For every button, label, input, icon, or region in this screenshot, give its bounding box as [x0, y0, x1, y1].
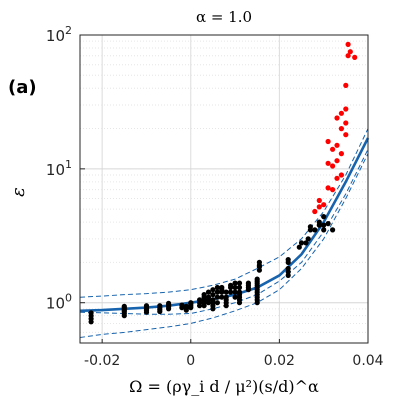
data-points: [88, 41, 358, 325]
black-data-point: [219, 294, 225, 300]
black-data-point: [321, 227, 327, 233]
red-data-point: [334, 158, 340, 164]
red-data-point: [338, 126, 344, 132]
black-data-point: [305, 236, 311, 242]
red-data-point: [330, 163, 336, 169]
black-data-point: [245, 280, 251, 286]
black-data-point: [285, 257, 291, 263]
black-data-point: [256, 259, 262, 265]
black-data-point: [236, 280, 243, 286]
black-data-point: [197, 297, 203, 303]
black-data-point: [179, 302, 185, 308]
black-data-point: [307, 224, 313, 230]
black-data-point: [228, 282, 234, 288]
red-data-point: [334, 142, 340, 148]
black-data-point: [205, 289, 212, 295]
black-data-point: [201, 292, 207, 298]
red-data-point: [338, 151, 344, 157]
black-data-point: [183, 303, 189, 309]
red-data-point: [338, 172, 344, 178]
red-data-point: [347, 49, 353, 55]
x-axis-ticks: -0.02 0 0.02 0.04: [84, 339, 384, 369]
black-data-point: [321, 222, 327, 228]
black-data-point: [143, 303, 150, 309]
black-data-point: [236, 289, 243, 295]
x-tick-label-1: 0: [186, 353, 195, 369]
black-data-point: [223, 294, 229, 300]
y-axis-label: ε: [8, 187, 29, 197]
x-axis-label-text: Ω = (ργ_i d / μ²)(s/d)^α: [129, 377, 319, 396]
black-data-point: [228, 289, 234, 295]
red-data-point: [316, 204, 322, 210]
black-data-point: [88, 310, 94, 316]
red-data-point: [316, 197, 322, 204]
black-data-point: [298, 240, 305, 246]
black-data-point: [330, 227, 336, 233]
red-data-point: [338, 110, 344, 116]
y-tick-label-2: 102: [46, 24, 72, 45]
black-data-point: [121, 303, 127, 309]
red-data-point: [343, 132, 349, 138]
red-data-point: [330, 187, 336, 193]
chart-title: α = 1.0: [196, 8, 252, 26]
x-axis-label: Ω = (ργ_i d / μ²)(s/d)^α: [129, 377, 319, 396]
red-data-point: [334, 175, 340, 181]
red-data-point: [352, 54, 358, 61]
black-data-point: [210, 297, 216, 303]
x-tick-label-3: 0.04: [352, 353, 383, 369]
black-data-point: [232, 284, 238, 291]
confidence-bound-1: [79, 128, 369, 298]
black-data-point: [214, 294, 220, 300]
red-data-point: [312, 208, 318, 215]
black-data-point: [210, 292, 216, 298]
black-data-point: [296, 244, 302, 250]
black-data-point: [166, 300, 172, 306]
black-data-point: [321, 214, 327, 220]
x-tick-label-2: 0.02: [264, 353, 295, 369]
y-axis-ticks: 100 101 102: [46, 24, 85, 313]
black-data-point: [236, 284, 243, 291]
red-data-point: [325, 138, 331, 145]
black-data-point: [205, 294, 212, 300]
black-data-point: [232, 289, 238, 295]
black-data-point: [188, 300, 194, 306]
panel-label: (a): [8, 77, 37, 98]
red-data-point: [343, 120, 349, 126]
red-data-point: [330, 146, 336, 152]
black-data-point: [254, 276, 260, 282]
y-tick-label-0: 100: [46, 292, 72, 313]
confidence-bound-3: [79, 153, 369, 338]
red-data-point: [343, 82, 349, 88]
black-data-point: [223, 289, 229, 295]
black-data-point: [285, 265, 291, 272]
red-data-point: [321, 202, 327, 208]
red-data-point: [325, 185, 331, 191]
black-data-point: [316, 219, 322, 225]
black-data-point: [303, 240, 309, 246]
black-data-point: [214, 284, 220, 291]
black-data-point: [210, 287, 216, 293]
red-data-point: [345, 53, 351, 59]
red-data-point: [325, 160, 331, 166]
black-data-point: [219, 284, 225, 291]
y-tick-label-1: 101: [46, 158, 72, 179]
red-data-point: [334, 115, 340, 121]
red-data-point: [343, 106, 349, 112]
black-data-point: [325, 221, 331, 227]
x-tick-label-0: -0.02: [84, 353, 120, 369]
black-data-point: [232, 280, 238, 286]
plot-area-frame: [79, 34, 369, 344]
black-data-point: [214, 300, 220, 306]
black-data-point: [232, 294, 238, 300]
black-data-point: [157, 303, 163, 309]
red-data-point: [345, 41, 351, 48]
black-data-point: [312, 227, 318, 233]
black-data-point: [214, 289, 220, 295]
